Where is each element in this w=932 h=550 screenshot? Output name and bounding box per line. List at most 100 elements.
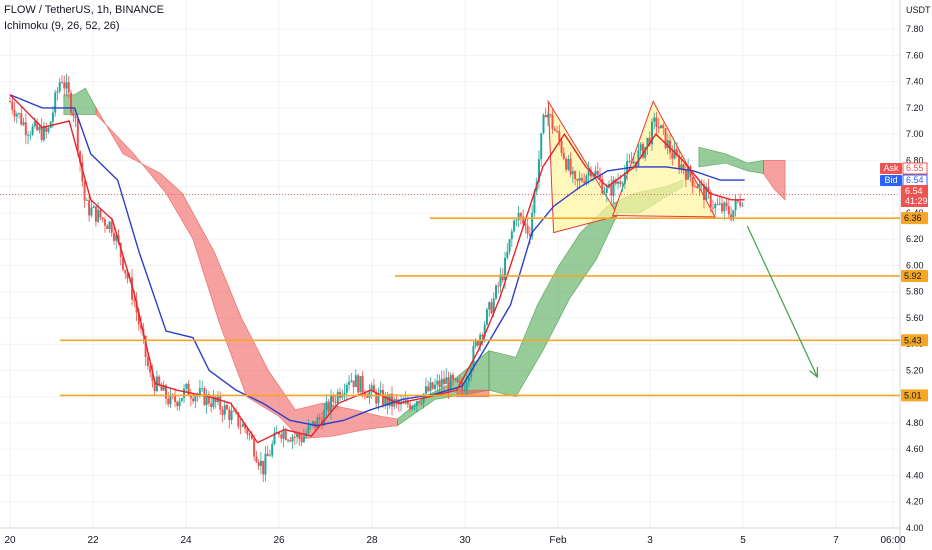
time-tick-label: 26 — [273, 535, 285, 546]
time-tick-label: 22 — [87, 535, 99, 546]
candle-body — [336, 391, 339, 403]
candle-body — [526, 225, 529, 234]
time-tick-label: 28 — [366, 535, 378, 546]
candle-body — [714, 204, 717, 209]
candle-body — [386, 394, 389, 406]
price-tick-label: 6.80 — [906, 155, 924, 165]
candle-body — [183, 388, 186, 398]
candle-body — [580, 177, 583, 182]
candle-body — [13, 109, 16, 117]
candle-body — [474, 341, 477, 347]
candle-body — [160, 385, 163, 391]
candle-body — [174, 396, 177, 402]
candle-body — [248, 434, 251, 436]
candle-body — [323, 409, 326, 426]
candle-body — [497, 285, 500, 287]
candle-body — [623, 172, 626, 184]
candle-body — [680, 164, 683, 170]
candle-body — [271, 443, 274, 456]
price-axis[interactable]: 7.807.607.407.207.006.806.606.406.206.00… — [906, 5, 931, 533]
candle-body — [540, 133, 543, 160]
candle-body — [515, 220, 518, 221]
candle-body — [438, 380, 441, 388]
level-price-label: 5.43 — [904, 335, 922, 345]
price-tick-label: 4.40 — [906, 470, 924, 480]
candle-body — [9, 101, 11, 103]
candle-body — [20, 113, 23, 125]
candle-body — [31, 126, 34, 135]
candle-body — [357, 375, 360, 393]
candle-body — [431, 382, 434, 389]
candle-body — [730, 214, 733, 220]
candle-body — [366, 395, 369, 398]
candle-body — [33, 121, 36, 127]
candle-body — [463, 390, 466, 392]
tenkan-sen-line — [9, 94, 745, 444]
time-axis[interactable]: 20 22 24 26 28 30 Feb 3 5 7 06:00 — [4, 535, 906, 546]
candle-body — [352, 380, 355, 388]
candle-body — [610, 184, 613, 196]
candle-body — [718, 203, 721, 205]
candle-body — [345, 384, 348, 393]
candle-body — [499, 274, 502, 287]
candle-body — [592, 174, 595, 177]
candle-body — [684, 170, 687, 180]
candle-body — [97, 209, 100, 222]
candle-body — [429, 382, 432, 392]
candle-body — [106, 225, 109, 230]
candle-body — [56, 91, 59, 93]
candle-body — [42, 125, 45, 141]
kumo-bear — [763, 160, 786, 201]
candle-body — [467, 377, 470, 383]
candle-body — [447, 377, 450, 390]
candle-body — [639, 144, 642, 151]
candle-body — [443, 378, 446, 384]
candle-body — [192, 398, 195, 402]
candle-body — [377, 392, 380, 404]
candle-body — [739, 201, 742, 206]
candle-body — [614, 179, 617, 184]
candle-body — [359, 376, 362, 393]
candle-body — [492, 298, 495, 314]
countdown: 41:29 — [905, 196, 928, 206]
candle-body — [689, 166, 692, 177]
candle-body — [662, 125, 665, 129]
candle-body — [255, 456, 258, 463]
candle-body — [203, 388, 206, 405]
candle-body — [601, 178, 604, 194]
candle-body — [284, 430, 287, 440]
candle-body — [418, 401, 421, 403]
candle-body — [501, 274, 504, 281]
candle-body — [178, 401, 181, 407]
time-tick-label: Feb — [549, 535, 567, 546]
candle-body — [146, 357, 149, 367]
candle-body — [144, 335, 147, 358]
candle-body — [650, 121, 653, 145]
triangle-pattern-1[interactable] — [547, 99, 619, 234]
candle-body — [725, 202, 728, 207]
candle-body — [488, 302, 491, 310]
candles — [9, 73, 744, 483]
candle-body — [329, 396, 332, 412]
candle-body — [277, 431, 280, 435]
candle-body — [653, 117, 656, 122]
candle-body — [420, 402, 423, 404]
candle-body — [458, 382, 461, 383]
triangle-pattern-2[interactable] — [612, 100, 716, 218]
candle-body — [205, 394, 208, 405]
candle-body — [72, 112, 75, 116]
indicator-label[interactable]: Ichimoku (9, 26, 52, 26) — [4, 20, 120, 32]
candle-body — [675, 149, 678, 156]
candle-body — [296, 434, 299, 437]
kijun-sen-line — [9, 94, 745, 427]
candle-body — [528, 233, 531, 236]
projection-arrow[interactable] — [746, 225, 818, 378]
candle-body — [508, 239, 511, 252]
candle-body — [350, 380, 353, 382]
candle-body — [63, 82, 66, 89]
candle-body — [589, 169, 592, 177]
candle-body — [648, 137, 651, 145]
candle-body — [201, 388, 204, 389]
